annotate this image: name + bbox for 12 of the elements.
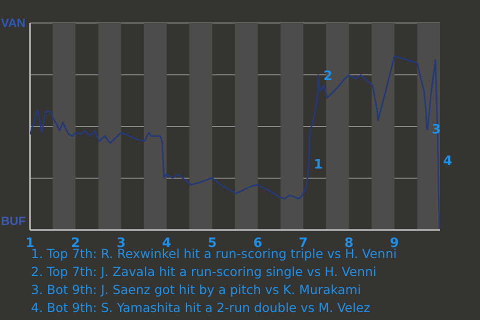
- text: 4. Bot 9th: S. Yamashita hit a 2-run double vs M. Velez: [31, 299, 372, 317]
- x-tick-label: 6: [253, 236, 262, 252]
- text: VAN: [1, 16, 26, 30]
- annotation: 3: [432, 122, 441, 138]
- x-tick-label: 5: [208, 236, 217, 252]
- text: 2. Top 7th: J. Zavala hit a run-scoring single vs H. Venni: [31, 263, 378, 281]
- x-tick-label: 9: [390, 236, 399, 252]
- text: 3. Bot 9th: J. Saenz got hit by a pitch vs K. Murakami: [31, 281, 362, 299]
- annotation: 4: [443, 154, 452, 170]
- annotation: 1: [314, 158, 323, 173]
- annotation: 2: [323, 68, 332, 84]
- text: BUF: [1, 214, 26, 228]
